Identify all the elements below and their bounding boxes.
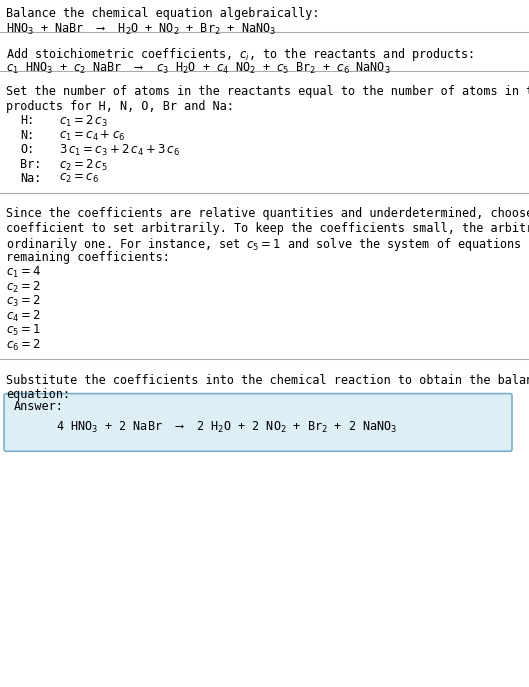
Text: O:: O:: [20, 144, 34, 157]
Text: $c_1 = 2\,c_3$: $c_1 = 2\,c_3$: [45, 114, 108, 129]
Text: products for H, N, O, Br and Na:: products for H, N, O, Br and Na:: [6, 100, 234, 113]
Text: $c_1 = 4$: $c_1 = 4$: [6, 265, 41, 280]
Text: $3\,c_1 = c_3 + 2\,c_4 + 3\,c_6$: $3\,c_1 = c_3 + 2\,c_4 + 3\,c_6$: [45, 144, 180, 159]
Text: $c_2 = 2\,c_5$: $c_2 = 2\,c_5$: [45, 158, 108, 173]
Text: Set the number of atoms in the reactants equal to the number of atoms in the: Set the number of atoms in the reactants…: [6, 85, 529, 98]
Text: $c_3 = 2$: $c_3 = 2$: [6, 294, 41, 309]
Text: H:: H:: [20, 114, 34, 127]
Text: $c_6 = 2$: $c_6 = 2$: [6, 337, 41, 352]
Text: $c_5 = 1$: $c_5 = 1$: [6, 323, 41, 338]
Text: $c_2 = c_6$: $c_2 = c_6$: [45, 172, 99, 185]
Text: equation:: equation:: [6, 388, 70, 401]
Text: $c_1$ HNO$_3$ + $c_2$ NaBr  ⟶  $c_3$ H$_2$O + $c_4$ NO$_2$ + $c_5$ Br$_2$ + $c_6: $c_1$ HNO$_3$ + $c_2$ NaBr ⟶ $c_3$ H$_2$…: [6, 60, 391, 76]
Text: remaining coefficients:: remaining coefficients:: [6, 251, 170, 264]
Text: Br:: Br:: [20, 158, 41, 171]
Text: Na:: Na:: [20, 172, 41, 185]
Text: 4 HNO$_3$ + 2 NaBr  ⟶  2 H$_2$O + 2 NO$_2$ + Br$_2$ + 2 NaNO$_3$: 4 HNO$_3$ + 2 NaBr ⟶ 2 H$_2$O + 2 NO$_2$…: [14, 420, 397, 435]
Text: $c_4 = 2$: $c_4 = 2$: [6, 308, 41, 324]
Text: $c_1 = c_4 + c_6$: $c_1 = c_4 + c_6$: [45, 128, 125, 143]
FancyBboxPatch shape: [4, 394, 512, 451]
Text: Add stoichiometric coefficients, $c_i$, to the reactants and products:: Add stoichiometric coefficients, $c_i$, …: [6, 46, 474, 63]
Text: N:: N:: [20, 128, 34, 142]
Text: Balance the chemical equation algebraically:: Balance the chemical equation algebraica…: [6, 7, 320, 20]
Text: HNO$_3$ + NaBr  ⟶  H$_2$O + NO$_2$ + Br$_2$ + NaNO$_3$: HNO$_3$ + NaBr ⟶ H$_2$O + NO$_2$ + Br$_2…: [6, 21, 276, 36]
Text: Answer:: Answer:: [14, 400, 64, 413]
Text: $c_2 = 2$: $c_2 = 2$: [6, 280, 41, 295]
Text: Since the coefficients are relative quantities and underdetermined, choose a: Since the coefficients are relative quan…: [6, 207, 529, 220]
Text: ordinarily one. For instance, set $c_5 = 1$ and solve the system of equations fo: ordinarily one. For instance, set $c_5 =…: [6, 236, 529, 253]
Text: Substitute the coefficients into the chemical reaction to obtain the balanced: Substitute the coefficients into the che…: [6, 374, 529, 387]
Text: coefficient to set arbitrarily. To keep the coefficients small, the arbitrary va: coefficient to set arbitrarily. To keep …: [6, 222, 529, 234]
